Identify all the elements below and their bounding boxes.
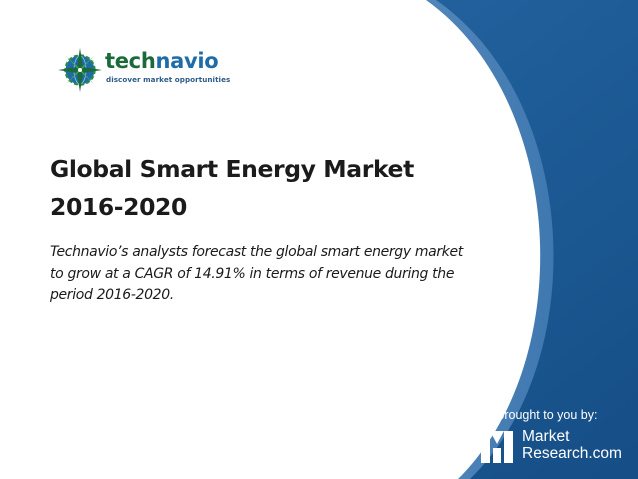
market-research-wordmark: Market Research.com xyxy=(522,428,622,462)
report-title: Global Smart Energy Market 2016-2020 xyxy=(50,150,450,226)
market-research-icon xyxy=(481,431,513,463)
brought-to-you-label: Brought to you by: xyxy=(496,408,598,422)
market-research-line2: Research.com xyxy=(522,444,622,462)
technavio-tagline: discover market opportunities xyxy=(106,75,231,84)
white-content-panel xyxy=(0,0,541,479)
compass-globe-icon xyxy=(58,48,102,92)
technavio-logo: technavio discover market opportunities xyxy=(58,42,230,96)
market-research-line1: Market xyxy=(522,428,570,445)
technavio-wordmark: technavio xyxy=(105,49,219,73)
report-description: Technavio’s analysts forecast the global… xyxy=(50,244,463,303)
report-title-line1: Global Smart Energy Market xyxy=(50,155,414,183)
market-research-logo: Market Research.com xyxy=(481,428,622,467)
report-title-line2: 2016-2020 xyxy=(50,193,187,221)
